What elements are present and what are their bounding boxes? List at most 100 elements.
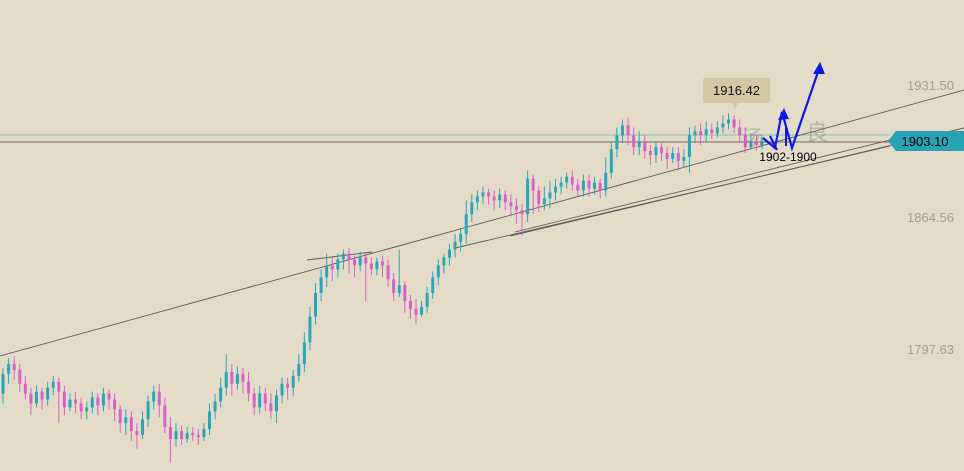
candle-body [314, 293, 318, 317]
candle-body [648, 151, 652, 156]
candle-body [96, 397, 100, 406]
candle [386, 259, 390, 288]
candle-body [146, 401, 150, 420]
candle-body [514, 206, 518, 211]
target-range-annotation: 1902-1900 [759, 150, 817, 164]
candle [213, 393, 217, 420]
candle-body [7, 364, 11, 374]
candle [403, 281, 407, 313]
candle-body [604, 172, 608, 191]
candle [79, 397, 83, 420]
arrow-stroke [769, 135, 778, 151]
trendlines [0, 89, 964, 357]
candle-body [749, 141, 753, 148]
candle [180, 425, 184, 445]
candle-body [498, 194, 502, 201]
candle-body [51, 381, 55, 388]
candle-body [174, 431, 178, 439]
candle-body [18, 369, 22, 384]
candle-body [381, 261, 384, 266]
candle-body [581, 180, 585, 191]
candle-body [431, 277, 435, 294]
candle [219, 377, 223, 408]
candle-body [671, 153, 675, 159]
candle-body [570, 176, 574, 185]
candle [280, 377, 284, 404]
candle [749, 133, 753, 150]
candle [531, 174, 535, 215]
candle [341, 249, 345, 270]
candle [96, 393, 100, 416]
candle-body [286, 383, 290, 388]
candle [364, 253, 368, 301]
candle [542, 186, 546, 211]
candle [593, 176, 597, 195]
candle-body [196, 435, 200, 437]
candle [174, 423, 178, 447]
candle [598, 178, 602, 199]
candle [626, 117, 630, 146]
candle-body [297, 364, 301, 376]
candle-body [715, 127, 719, 134]
candle-body [185, 433, 189, 439]
candle-body [157, 391, 161, 406]
candle [442, 253, 446, 274]
candle-body [760, 141, 764, 146]
candle-body [101, 393, 105, 406]
candle-body [531, 178, 535, 191]
candle [235, 365, 239, 390]
candle-body [436, 265, 440, 278]
candle-body [654, 147, 658, 156]
candle-body [135, 431, 139, 436]
candle-body [230, 371, 234, 384]
current-price-tag-bg [888, 131, 964, 151]
candle-body [386, 265, 390, 280]
candle-body [420, 306, 424, 315]
candle-body [593, 182, 597, 189]
candle [34, 385, 38, 408]
candle-body [353, 259, 357, 266]
candle-body [710, 129, 714, 134]
high-callout-label: 1916.42 [713, 83, 760, 98]
candle-body [392, 279, 396, 294]
candle [754, 135, 758, 152]
candle [660, 143, 664, 161]
candle [202, 423, 206, 441]
candle [297, 354, 301, 382]
candle [704, 121, 708, 142]
watermark: 汤 良 [742, 121, 828, 152]
candle-body [358, 257, 362, 266]
candle-body [481, 192, 485, 197]
candle-body [347, 253, 351, 260]
candle [12, 356, 16, 380]
candle [498, 188, 502, 209]
candle [648, 145, 652, 165]
candle-body [743, 135, 747, 148]
candle [369, 257, 373, 276]
candle-body [542, 198, 546, 205]
candle [330, 257, 334, 282]
candle [207, 403, 211, 436]
candle [29, 387, 33, 416]
candle-body [554, 186, 558, 193]
candle-body [738, 127, 742, 136]
candle [676, 147, 680, 171]
candle [258, 385, 262, 414]
price-label-bottom: 1797.63 [907, 342, 954, 357]
candle-body [464, 214, 468, 234]
candle [721, 115, 725, 134]
candle-body [687, 135, 691, 157]
current-price-tag: 1903.10 [888, 131, 964, 151]
candle [274, 389, 278, 424]
candle [163, 397, 167, 434]
candle [671, 147, 675, 163]
candle [23, 375, 27, 400]
candle [559, 176, 563, 195]
candle-body [302, 342, 306, 365]
candle [113, 393, 117, 422]
candle-body [375, 261, 379, 270]
candle-body [168, 427, 172, 439]
candle-body [291, 375, 295, 388]
candle [252, 387, 256, 416]
candle [475, 190, 479, 211]
